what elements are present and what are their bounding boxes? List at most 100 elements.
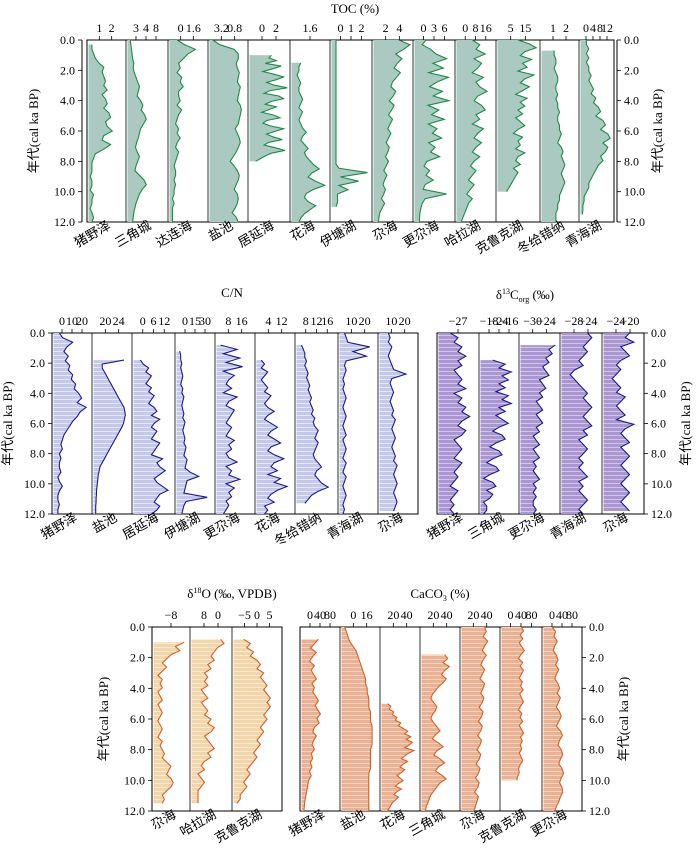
y-axis-label: 年代(cal ka BP) xyxy=(0,381,15,465)
x-tick-label: 0 xyxy=(178,21,184,35)
series-line-三角城 xyxy=(424,654,451,812)
y-tick-label: 6.0 xyxy=(60,124,75,138)
y-axis-label: 年代(cal ka BP) xyxy=(678,381,693,465)
area-克鲁克湖 xyxy=(501,627,525,781)
x-tick-label: 0 xyxy=(259,21,265,35)
x-tick-label: 5 xyxy=(508,21,514,35)
area-伊塘湖 xyxy=(331,40,368,207)
y-tick-label: 6.0 xyxy=(624,124,639,138)
x-tick-label: −16 xyxy=(500,314,519,328)
y-tick-label: 8.0 xyxy=(130,743,145,757)
series-line-盐池 xyxy=(344,626,373,811)
series-line-伊塘湖 xyxy=(335,40,368,207)
area-三角城 xyxy=(127,40,147,222)
x-tick-label: 15 xyxy=(189,314,201,328)
x-tick-label: −18 xyxy=(480,314,499,328)
y-tick-label: 6.0 xyxy=(651,417,666,431)
area-尕海 xyxy=(603,333,634,511)
x-tick-label: 3 xyxy=(133,21,139,35)
x-tick-label: −24 xyxy=(490,314,509,328)
x-tick-label: 12 xyxy=(601,21,613,35)
x-tick-label: 2 xyxy=(383,21,389,35)
area-伊塘湖 xyxy=(176,351,208,514)
lake-label: 冬给错纳 xyxy=(514,218,567,257)
x-tick-label: 10 xyxy=(345,314,357,328)
x-tick-label: 1.6 xyxy=(303,21,318,35)
series-line-冬给错纳 xyxy=(553,50,566,222)
area-青海湖 xyxy=(339,333,370,514)
x-tick-label: −24 xyxy=(607,314,626,328)
series-line-更尕海 xyxy=(220,344,243,515)
x-tick-label: 80 xyxy=(566,608,578,622)
x-tick-label: 1.6 xyxy=(186,21,201,35)
x-tick-label: −28 xyxy=(565,314,584,328)
y-tick-label: 10.0 xyxy=(54,185,75,199)
series-line-哈拉湖 xyxy=(460,39,489,223)
x-tick-label: 15 xyxy=(519,21,531,35)
x-tick-label: 20 xyxy=(399,314,411,328)
y-tick-label: 12.0 xyxy=(624,215,645,229)
y-tick-label: 2.0 xyxy=(130,651,145,665)
y-tick-label: 8.0 xyxy=(30,447,45,461)
area-盐池 xyxy=(209,40,242,222)
y-tick-label: 0.0 xyxy=(589,620,604,634)
x-tick-label: −24 xyxy=(579,314,598,328)
x-tick-label: 6 xyxy=(442,21,448,35)
area-猪野泽 xyxy=(53,333,87,514)
x-tick-label: 0 xyxy=(254,608,260,622)
area-克鲁克湖 xyxy=(497,40,537,192)
y-tick-label: 10.0 xyxy=(589,773,610,787)
x-tick-label: 8 xyxy=(225,314,231,328)
x-tick-label: 80 xyxy=(324,608,336,622)
y-tick-label: 4.0 xyxy=(651,386,666,400)
area-达连海 xyxy=(169,40,196,222)
x-tick-label: 0.8 xyxy=(227,21,242,35)
area-更尕海 xyxy=(216,345,243,514)
x-tick-label: 40 xyxy=(481,608,493,622)
x-tick-label: 3.2 xyxy=(214,21,229,35)
area-更尕海 xyxy=(414,40,449,222)
y-tick-label: 0.0 xyxy=(30,326,45,340)
panel-frame xyxy=(86,39,615,223)
x-tick-label: 0 xyxy=(338,21,344,35)
series-line-克鲁克湖 xyxy=(516,626,526,781)
area-冬给错纳 xyxy=(296,345,329,504)
x-tick-label: 0 xyxy=(215,608,221,622)
x-tick-label: 16 xyxy=(236,314,248,328)
y-tick-label: 10.0 xyxy=(624,185,645,199)
x-tick-label: 0 xyxy=(140,314,146,328)
area-尕海 xyxy=(373,40,410,222)
area-哈拉湖 xyxy=(191,639,224,804)
y-tick-label: 12.0 xyxy=(54,215,75,229)
y-tick-label: 0.0 xyxy=(624,33,639,47)
y-tick-label: 2.0 xyxy=(30,356,45,370)
x-tick-label: 12 xyxy=(311,314,323,328)
series-line-三角城 xyxy=(129,39,147,223)
y-tick-label: 10.0 xyxy=(124,773,145,787)
x-tick-label: 8 xyxy=(303,314,309,328)
x-tick-label: 0 xyxy=(182,314,188,328)
x-tick-label: 0 xyxy=(549,608,555,622)
x-tick-label: −27 xyxy=(449,314,468,328)
series-line-青海湖 xyxy=(569,332,593,515)
y-tick-label: 10.0 xyxy=(24,477,45,491)
x-tick-label: 20 xyxy=(99,314,111,328)
y-tick-label: 12.0 xyxy=(24,507,45,521)
series-line-猪野泽 xyxy=(89,44,114,223)
x-tick-label: 80 xyxy=(526,608,538,622)
y-tick-label: 6.0 xyxy=(30,417,45,431)
area-更尕海 xyxy=(520,345,556,514)
series-line-猪野泽 xyxy=(303,638,322,812)
y-tick-label: 2.0 xyxy=(651,356,666,370)
x-tick-label: 0 xyxy=(350,608,356,622)
x-tick-label: 0 xyxy=(583,21,589,35)
area-盐池 xyxy=(341,627,373,811)
series-line-尕海 xyxy=(473,626,489,812)
x-tick-label: 20 xyxy=(76,314,88,328)
x-tick-label: 16 xyxy=(480,21,492,35)
y-tick-label: 12.0 xyxy=(589,804,610,818)
